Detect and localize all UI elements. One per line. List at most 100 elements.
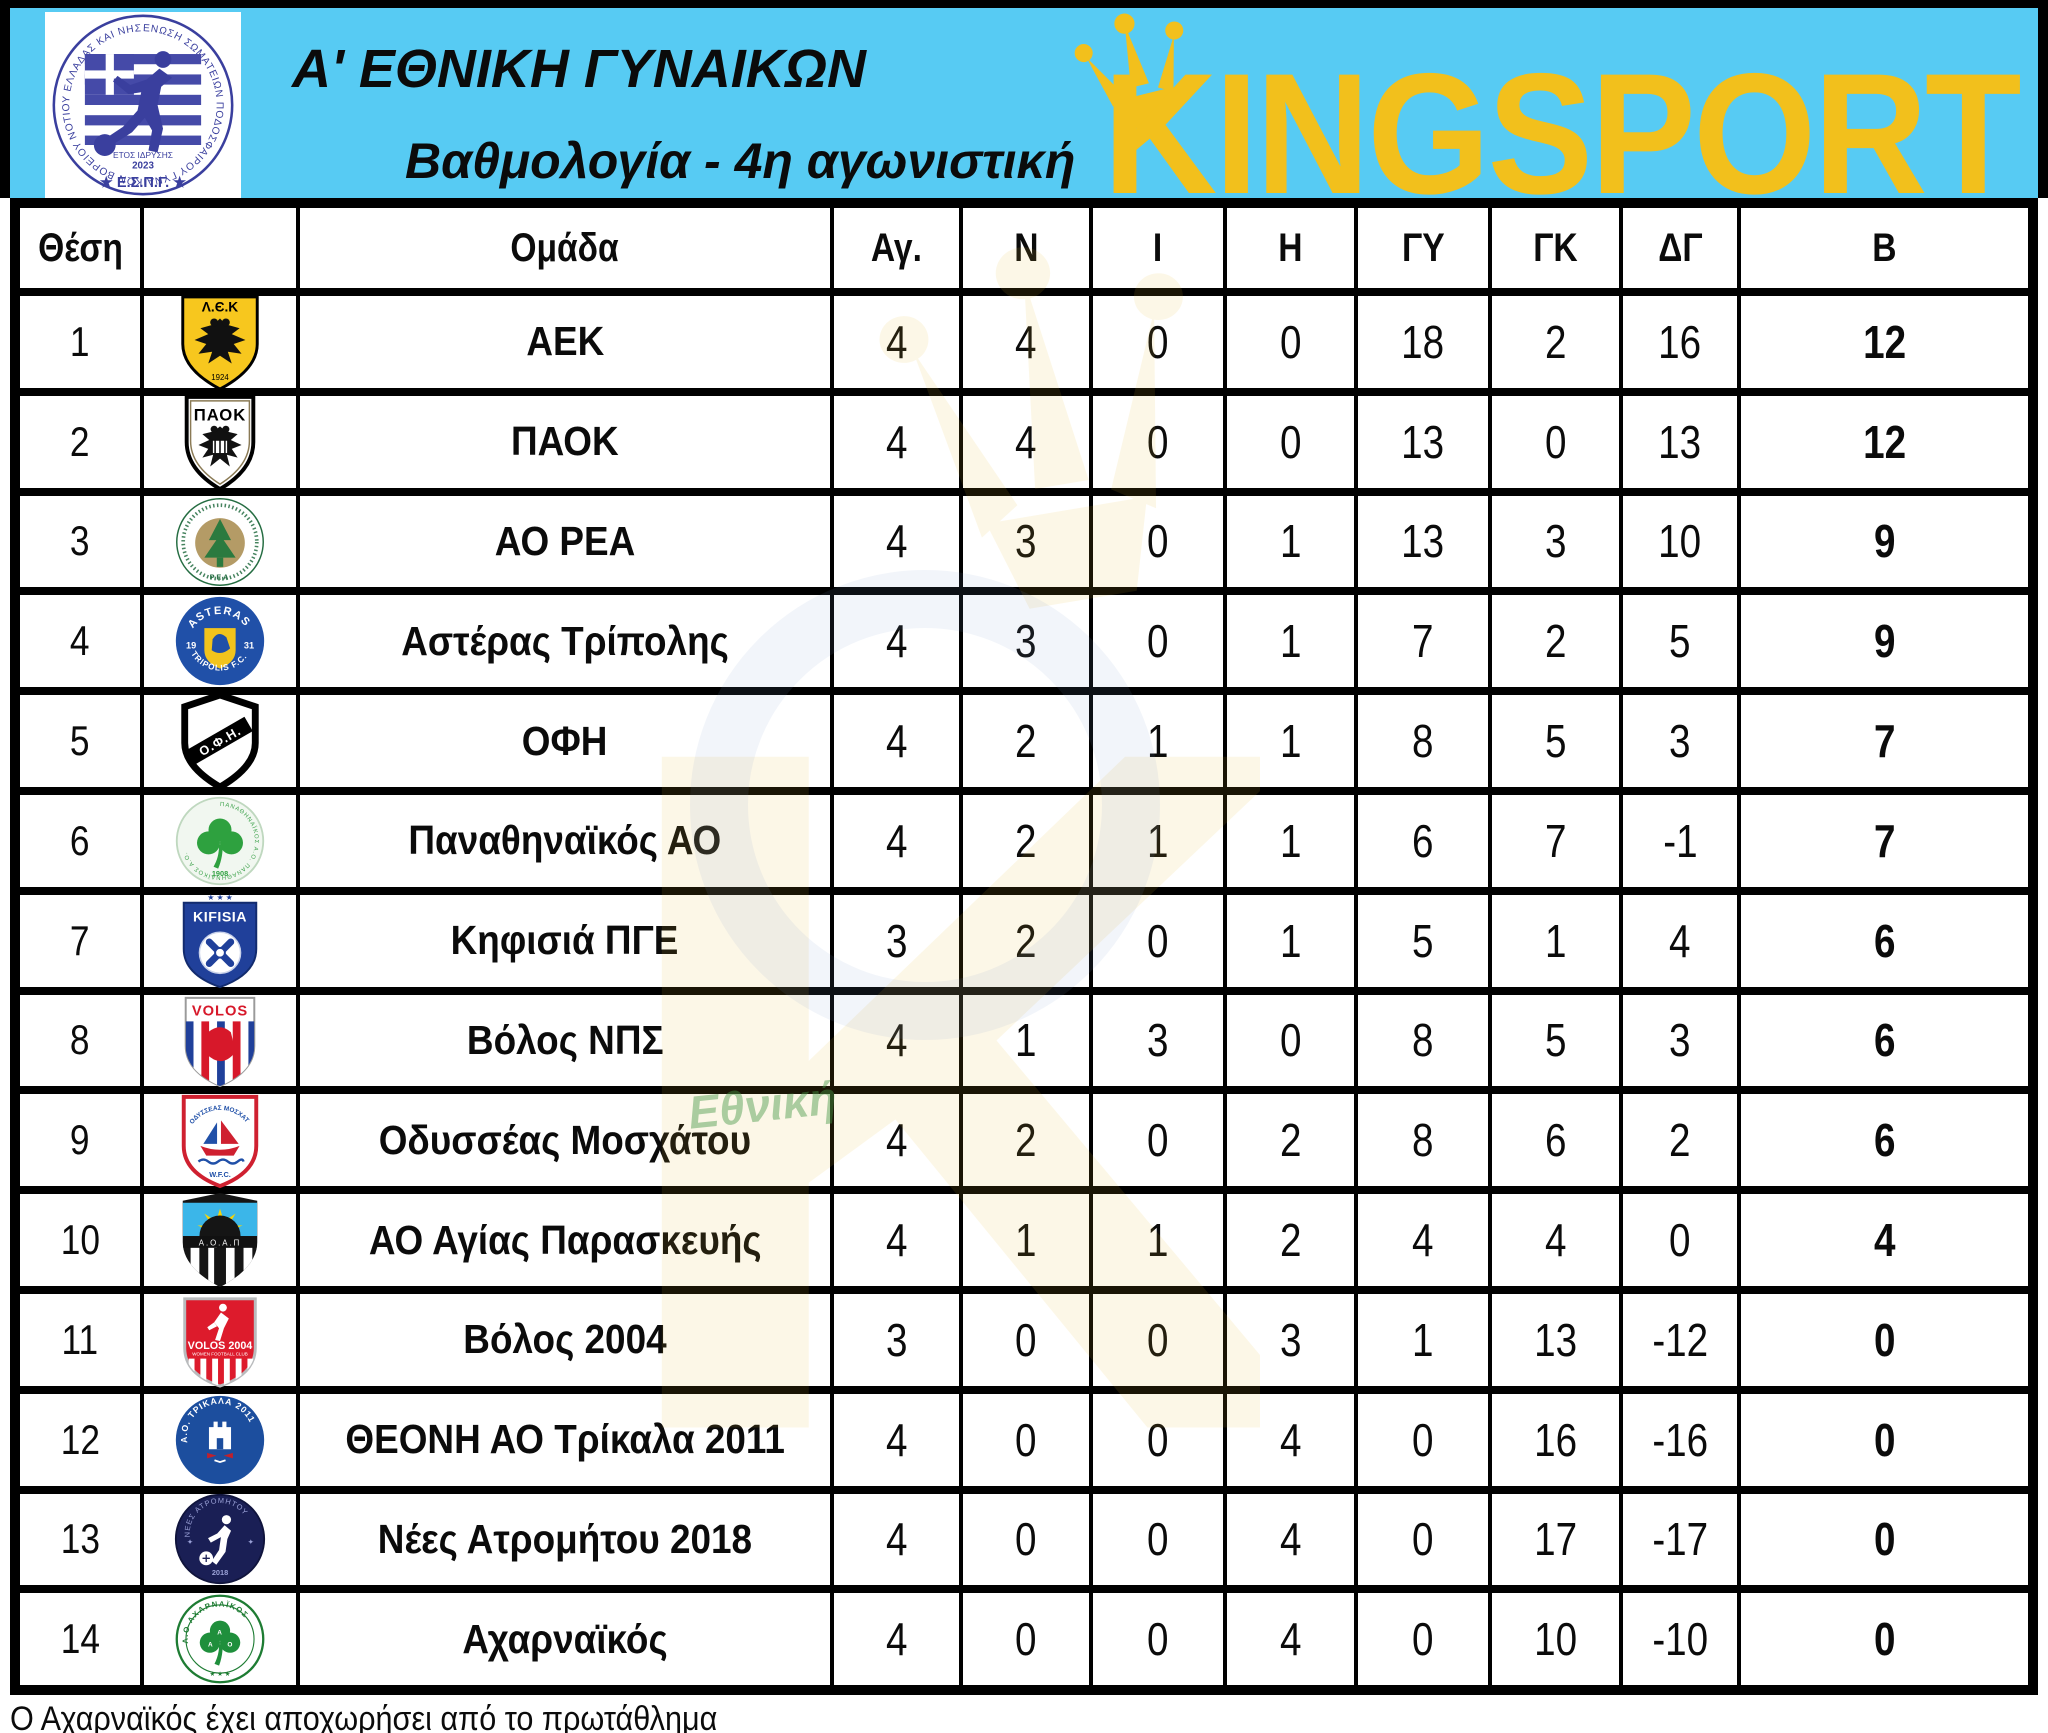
- svg-text:19: 19: [186, 641, 196, 651]
- ao-rea-logo: ΡΕΑ: [176, 497, 264, 586]
- position-cell: 1: [20, 296, 140, 388]
- gf-cell: 8: [1358, 1094, 1488, 1187]
- points-cell: 0: [1741, 1493, 2028, 1586]
- logo-cell: ΠΑΝΑΘΗΝΑΪΚΟΣ Α.Ο. ΠΑΝΑΘΗΝΑΪΚΟΣ Α.Ο. 1908: [144, 794, 296, 887]
- played-cell: 3: [834, 894, 959, 987]
- losses-cell: 0: [1227, 994, 1354, 1087]
- panathinaikos-logo: ΠΑΝΑΘΗΝΑΪΚΟΣ Α.Ο. ΠΑΝΑΘΗΝΑΪΚΟΣ Α.Ο. 1908: [175, 796, 265, 886]
- position-cell: 8: [20, 994, 140, 1087]
- team-cell: ΠΑΟΚ: [300, 395, 830, 488]
- losses-cell: 1: [1227, 495, 1354, 588]
- losses-cell: 1: [1227, 595, 1354, 688]
- svg-text:W.F.C.: W.F.C.: [209, 1171, 231, 1180]
- gd-cell: -1: [1623, 794, 1737, 887]
- gd-cell: 4: [1623, 894, 1737, 987]
- losses-cell: 4: [1227, 1593, 1354, 1686]
- wins-cell: 2: [963, 794, 1089, 887]
- position-cell: 11: [20, 1293, 140, 1386]
- position-cell: 14: [20, 1593, 140, 1686]
- league-title: Α' ΕΘΝΙΚΗ ΓΥΝΑΙΚΩΝ: [292, 39, 866, 99]
- position-cell: 2: [20, 395, 140, 488]
- gd-cell: 3: [1623, 695, 1737, 787]
- acharnaikos-logo: Α.Ο ΑΧΑΡΝΑΪΚΟΣ Α Α Ο ★ ★ ★: [175, 1594, 265, 1684]
- logo-cell: Λ.Є.Κ 1924: [144, 295, 296, 391]
- draws-cell: 0: [1093, 1393, 1223, 1486]
- wins-cell: 4: [963, 395, 1089, 488]
- svg-text:ΕΤΟΣ ΙΔΡΥΣΗΣ: ΕΤΟΣ ΙΔΡΥΣΗΣ: [113, 150, 173, 160]
- position-cell: 4: [20, 595, 140, 688]
- ga-cell: 3: [1492, 495, 1619, 588]
- wins-cell: 3: [963, 595, 1089, 688]
- wins-cell: 0: [963, 1393, 1089, 1486]
- team-cell: Αχαρναϊκός: [300, 1593, 830, 1686]
- team-cell: Οδυσσέας Μοσχάτου: [300, 1094, 830, 1187]
- svg-text:Ο: Ο: [227, 1642, 232, 1649]
- draws-cell: 0: [1093, 395, 1223, 488]
- position-cell: 13: [20, 1493, 140, 1586]
- played-cell: 4: [834, 1393, 959, 1486]
- logo-cell: VOLOS: [144, 994, 296, 1088]
- gd-cell: 16: [1623, 296, 1737, 388]
- logo-cell: ΟΔΥΣΣΕΑΣ ΜΟΣΧΑΤΟΥ W.F.C.: [144, 1091, 296, 1189]
- points-cell: 0: [1741, 1393, 2028, 1486]
- played-cell: 4: [834, 595, 959, 688]
- draws-cell: 3: [1093, 994, 1223, 1087]
- logo-cell: VOLOS 2004 WOMEN FOOTBALL CLUB: [144, 1293, 296, 1388]
- losses-cell: 1: [1227, 894, 1354, 987]
- svg-text:31: 31: [244, 641, 254, 651]
- team-cell: Βόλος ΝΠΣ: [300, 994, 830, 1087]
- volos-2004-logo: VOLOS 2004 WOMEN FOOTBALL CLUB: [183, 1297, 257, 1388]
- svg-text:VOLOS 2004: VOLOS 2004: [188, 1340, 253, 1352]
- svg-text:2018: 2018: [212, 1568, 228, 1577]
- gf-cell: 8: [1358, 695, 1488, 787]
- col-header-points: Β: [1741, 208, 2028, 288]
- ga-cell: 7: [1492, 794, 1619, 887]
- svg-text:VOLOS: VOLOS: [192, 1004, 248, 1020]
- losses-cell: 1: [1227, 695, 1354, 787]
- wins-cell: 2: [963, 894, 1089, 987]
- svg-text:Α: Α: [208, 1642, 213, 1649]
- gd-cell: 2: [1623, 1094, 1737, 1187]
- draws-cell: 0: [1093, 894, 1223, 987]
- losses-cell: 1: [1227, 794, 1354, 887]
- team-cell: Παναθηναϊκός ΑΟ: [300, 794, 830, 887]
- team-cell: ΟΦΗ: [300, 695, 830, 787]
- team-cell: ΘΕΟΝΗ ΑΟ Τρίκαλα 2011: [300, 1393, 830, 1486]
- gf-cell: 18: [1358, 296, 1488, 388]
- withdrawal-footnote: Ο Αχαρναϊκός έχει αποχωρήσει από το πρωτ…: [10, 1700, 718, 1733]
- gf-cell: 13: [1358, 495, 1488, 588]
- points-cell: 12: [1741, 296, 2028, 388]
- wins-cell: 3: [963, 495, 1089, 588]
- gf-cell: 0: [1358, 1493, 1488, 1586]
- svg-text:★ Ε.Σ.Π.Γ. ★: ★ Ε.Σ.Π.Γ. ★: [100, 175, 187, 191]
- played-cell: 4: [834, 1593, 959, 1686]
- gd-cell: -16: [1623, 1393, 1737, 1486]
- position-cell: 9: [20, 1094, 140, 1187]
- kifisia-logo: ★ ★ ★ KIFISIA: [182, 893, 258, 988]
- position-cell: 6: [20, 794, 140, 887]
- col-header-logo: [144, 208, 296, 288]
- aek-logo: Λ.Є.Κ 1924: [181, 295, 259, 391]
- losses-cell: 0: [1227, 395, 1354, 488]
- col-header-played: Αγ.: [834, 208, 959, 288]
- ga-cell: 1: [1492, 894, 1619, 987]
- points-cell: 6: [1741, 894, 2028, 987]
- col-header-goal-diff: ΔΓ: [1623, 208, 1737, 288]
- played-cell: 4: [834, 994, 959, 1087]
- logo-cell: ΠΑΟΚ: [144, 394, 296, 491]
- ga-cell: 17: [1492, 1493, 1619, 1586]
- ga-cell: 5: [1492, 994, 1619, 1087]
- gf-cell: 0: [1358, 1393, 1488, 1486]
- gd-cell: 10: [1623, 495, 1737, 588]
- ao-agias-paraskevis-logo: Α.Ο.Α.Π: [182, 1193, 258, 1288]
- position-cell: 5: [20, 695, 140, 787]
- position-cell: 12: [20, 1393, 140, 1486]
- played-cell: 4: [834, 495, 959, 588]
- logo-cell: Α.Ο. ΤΡΙΚΑΛΑ 2011: [144, 1393, 296, 1486]
- points-cell: 4: [1741, 1194, 2028, 1286]
- draws-cell: 0: [1093, 495, 1223, 588]
- draws-cell: 0: [1093, 1293, 1223, 1386]
- logo-cell: Α.Ο ΑΧΑΡΝΑΪΚΟΣ Α Α Ο ★ ★ ★: [144, 1593, 296, 1686]
- ga-cell: 2: [1492, 595, 1619, 688]
- points-cell: 7: [1741, 695, 2028, 787]
